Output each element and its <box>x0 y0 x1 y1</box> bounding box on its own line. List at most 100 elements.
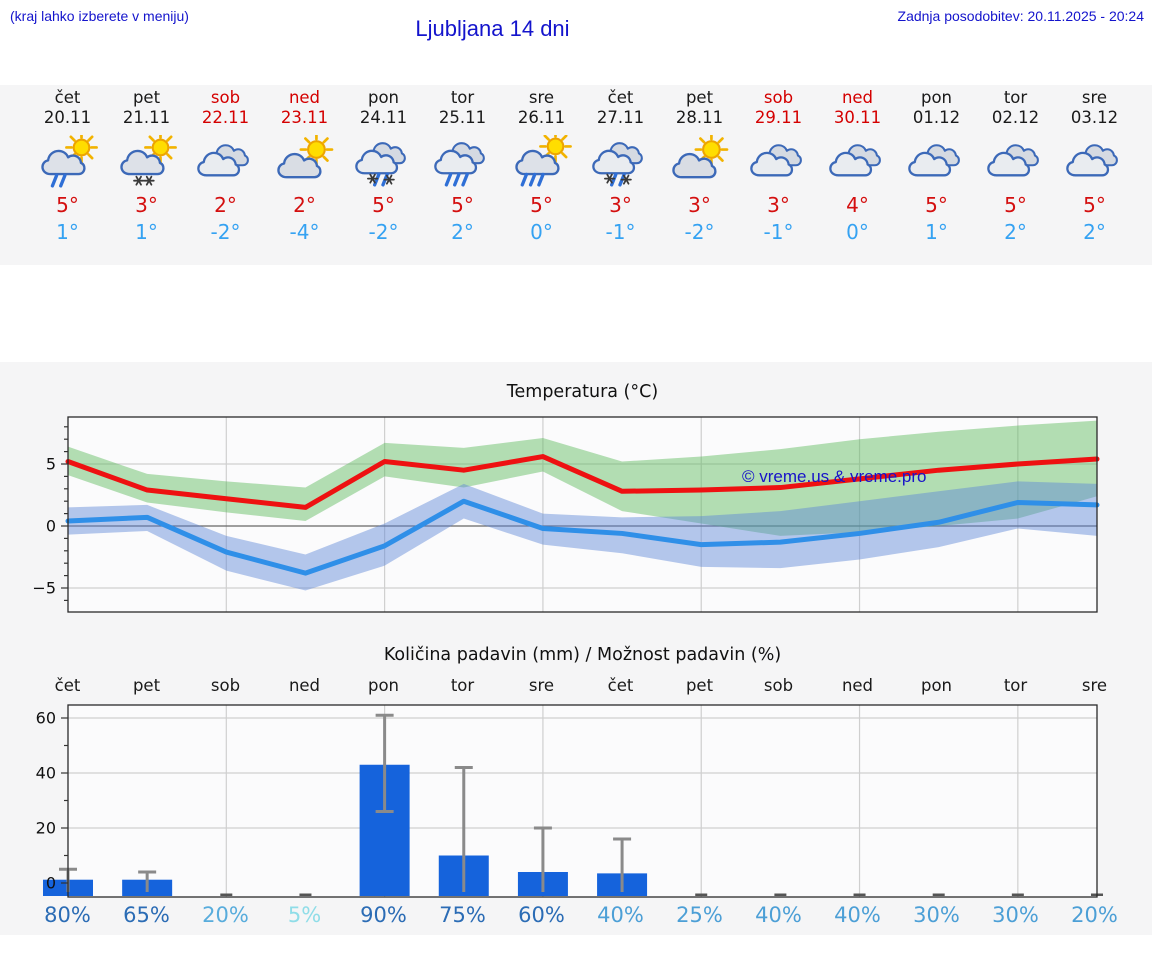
day-name: čet <box>607 88 634 107</box>
max-temperature-line <box>65 454 1100 510</box>
day-date: 23.11 <box>280 108 329 127</box>
temp-max: 3° <box>609 193 632 217</box>
precipitation-chart: 0 20 40 60 <box>36 704 1103 898</box>
precip-probability-label: 40% <box>755 903 802 927</box>
temp-max: 3° <box>135 193 158 217</box>
precip-day-label: pon <box>367 676 400 695</box>
precip-probability-label: 40% <box>597 903 644 927</box>
precip-ytick-label: 40 <box>36 764 56 783</box>
day-name: sre <box>1081 88 1108 107</box>
day-name: pet <box>132 88 161 107</box>
temp-max: 5° <box>451 193 474 217</box>
temp-max: 5° <box>1004 193 1027 217</box>
sleet-weather-icon <box>590 135 652 189</box>
precip-probability-label: 80% <box>44 903 91 927</box>
day-date: 03.12 <box>1070 108 1119 127</box>
precip-day-label: pon <box>920 676 953 695</box>
temp-max: 5° <box>56 193 79 217</box>
precipitation-day-labels: čet pet sob ned pon tor sre čet pet sob ned pon tor s… <box>28 676 1134 695</box>
max-range-band <box>68 420 1097 536</box>
precip-probability-label: 20% <box>202 903 249 927</box>
precip-probability-label: 90% <box>360 903 407 927</box>
temp-max: 4° <box>846 193 869 217</box>
precip-whisker <box>454 766 473 892</box>
day-name: tor <box>1003 88 1028 107</box>
day-date: 20.11 <box>43 108 92 127</box>
day-name: ned <box>288 88 321 107</box>
cloudy-weather-icon <box>985 135 1047 189</box>
precip-day-label: čet <box>54 676 81 695</box>
day-date: 22.11 <box>201 108 250 127</box>
day-name: sob <box>763 88 794 107</box>
day-date: 26.11 <box>517 108 566 127</box>
forecast-day-column: pon 24.11 5° -2° <box>344 88 423 246</box>
temp-min: 1° <box>925 220 948 244</box>
precip-zero-dash <box>932 893 945 896</box>
temp-max: 5° <box>372 193 395 217</box>
forecast-day-column: ned 30.11 4° 0° <box>818 88 897 246</box>
temperature-chart: 5 0 −5 <box>32 416 1100 613</box>
rain-weather-icon <box>432 135 494 189</box>
temp-min: 1° <box>135 220 158 244</box>
day-name: ned <box>841 88 874 107</box>
forecast-day-column: ned 23.11 2° -4° <box>265 88 344 246</box>
min-temperature-line <box>65 498 1100 576</box>
forecast-day-column: čet 27.11 3° -1° <box>581 88 660 246</box>
precip-probability-label: 5% <box>287 903 322 927</box>
cloudy-weather-icon <box>906 135 968 189</box>
forecast-day-column: tor 02.12 5° 2° <box>976 88 1055 246</box>
sun-cloud-weather-icon <box>274 132 336 189</box>
day-date: 28.11 <box>675 108 724 127</box>
precip-day-label: tor <box>450 676 475 695</box>
day-date: 27.11 <box>596 108 645 127</box>
temp-max: 5° <box>530 193 553 217</box>
precip-ytick-label: 60 <box>36 709 56 728</box>
temp-min: -1° <box>605 220 636 244</box>
temp-min: -2° <box>368 220 399 244</box>
day-name: pon <box>367 88 400 107</box>
forecast-day-column: sre 03.12 5° 2° <box>1055 88 1134 246</box>
temp-min: 1° <box>56 220 79 244</box>
precip-probability-label: 30% <box>913 903 960 927</box>
precip-whisker <box>613 837 632 892</box>
temp-min: -1° <box>763 220 794 244</box>
precip-day-label: čet <box>607 676 634 695</box>
day-name: tor <box>450 88 475 107</box>
temp-min: 0° <box>530 220 553 244</box>
precip-whisker <box>375 713 394 813</box>
precip-probability-label: 75% <box>439 903 486 927</box>
precip-zero-dash <box>695 893 708 896</box>
temp-ytick-label: 5 <box>46 455 56 474</box>
precip-probability-label: 20% <box>1071 903 1118 927</box>
forecast-strip-background <box>0 85 1152 265</box>
day-date: 24.11 <box>359 108 408 127</box>
precip-day-label: pet <box>685 676 714 695</box>
day-name: pet <box>685 88 714 107</box>
forecast-day-column: pon 01.12 5° 1° <box>897 88 976 246</box>
temp-ytick-label: 0 <box>46 517 56 536</box>
precip-day-label: ned <box>288 676 321 695</box>
temp-max: 3° <box>688 193 711 217</box>
day-date: 21.11 <box>122 108 171 127</box>
menu-hint-note: (kraj lahko izberete v meniju) <box>10 8 189 24</box>
precip-day-label: sob <box>763 676 794 695</box>
cloudy-weather-icon <box>1064 135 1126 189</box>
cloudy-weather-icon <box>827 135 889 189</box>
forecast-day-column: pet 28.11 3° -2° <box>660 88 739 246</box>
forecast-day-column: sob 29.11 3° -1° <box>739 88 818 246</box>
precip-zero-dash <box>299 893 312 896</box>
temp-max: 2° <box>214 193 237 217</box>
precip-zero-dash <box>774 893 787 896</box>
precip-day-label: sre <box>1081 676 1108 695</box>
precip-whisker <box>533 826 552 892</box>
temp-max: 5° <box>1083 193 1106 217</box>
day-date: 30.11 <box>833 108 882 127</box>
sleet-weather-icon <box>353 135 415 189</box>
day-name: sob <box>210 88 241 107</box>
precip-probability-label: 40% <box>834 903 881 927</box>
day-name: sre <box>528 88 555 107</box>
temp-min: 2° <box>1004 220 1027 244</box>
forecast-day-column: tor 25.11 5° 2° <box>423 88 502 246</box>
forecast-day-column: sre 26.11 5° 0° <box>502 88 581 246</box>
